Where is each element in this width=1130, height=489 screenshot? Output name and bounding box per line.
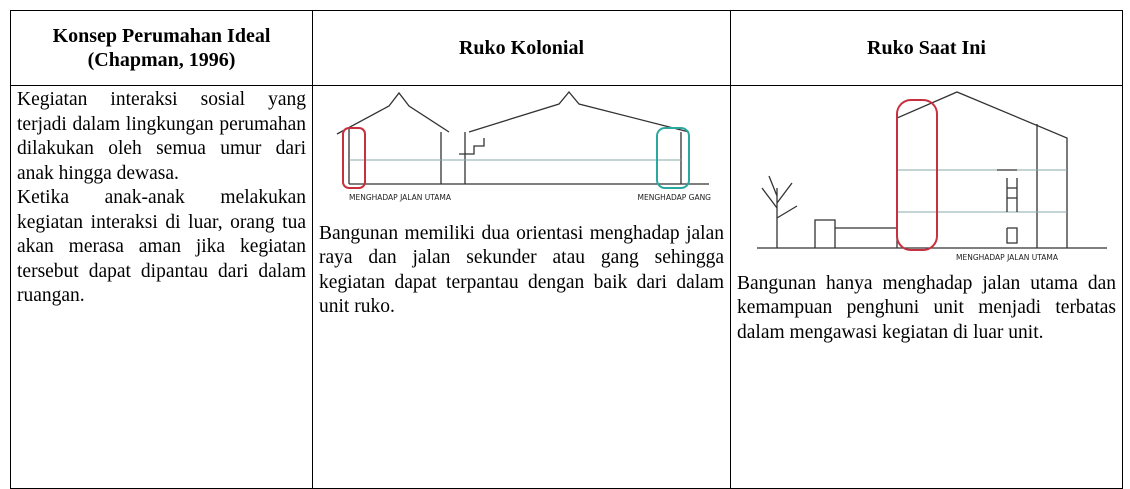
concept-cell: Kegiatan interaksi sosial yang terjadi d… [10,85,313,489]
header-cell: Konsep Perumahan Ideal (Chapman, 1996) [10,10,313,86]
colonial-sketch: MENGHADAP JALAN UTAMA MENGHADAP GANG [336,90,712,202]
caption: Bangunan memiliki dua orientasi menghada… [319,222,724,318]
caption: Bangunan hanya menghadap jalan utama dan… [737,272,1116,343]
body-row: Kegiatan interaksi sosial yang terjadi d… [10,85,1123,489]
current-cell: MENGHADAP JALAN UTAMA Bangunan hanya men… [730,85,1123,489]
header-row: Konsep Perumahan Ideal (Chapman, 1996) R… [10,10,1123,86]
colonial-cell: MENGHADAP JALAN UTAMA MENGHADAP GANG Ban… [312,85,731,489]
current-sketch: MENGHADAP JALAN UTAMA [757,91,1107,262]
paragraph: Kegiatan interaksi sosial yang terjadi d… [17,89,306,184]
image-label: MENGHADAP GANG [638,193,712,202]
comparison-table: Konsep Perumahan Ideal (Chapman, 1996) R… [10,10,1123,489]
image-label: MENGHADAP JALAN UTAMA [956,253,1059,262]
header-cell: Ruko Kolonial [312,10,731,86]
image-label: MENGHADAP JALAN UTAMA [349,193,452,202]
paragraph: Ketika anak-anak melakukan kegiatan inte… [17,187,306,306]
header-cell: Ruko Saat Ini [730,10,1123,86]
